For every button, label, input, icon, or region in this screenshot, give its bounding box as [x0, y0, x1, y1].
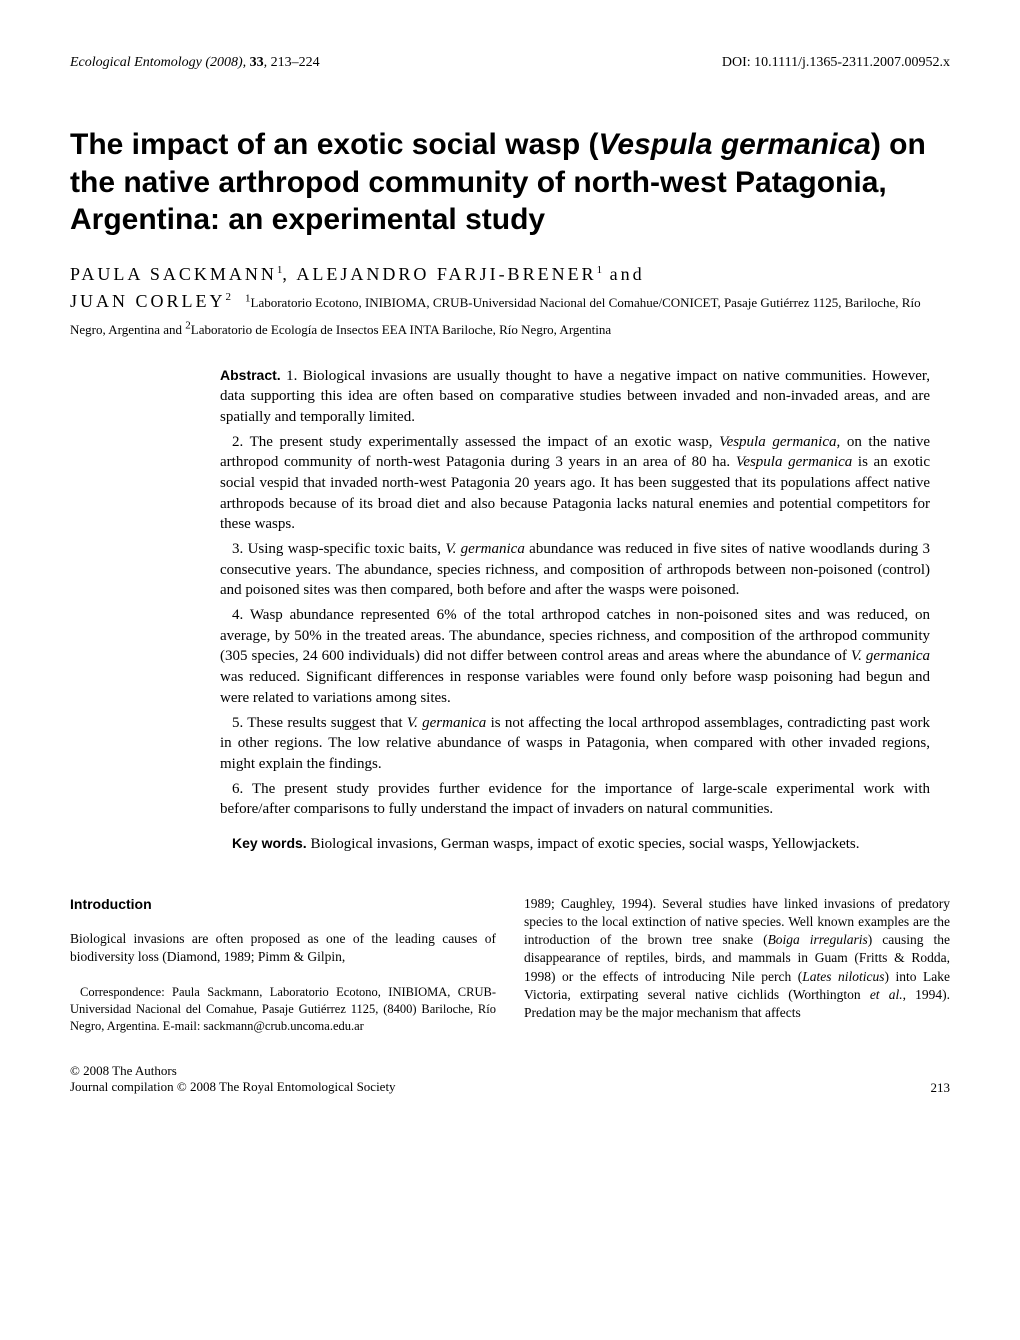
abstract-p5: 5. These results suggest that V. germani… — [220, 713, 930, 775]
left-column: Introduction Biological invasions are of… — [70, 895, 496, 1035]
title-part1: The impact of an exotic social wasp ( — [70, 128, 598, 161]
sep1: , — [282, 264, 296, 284]
journal-volume: 33 — [250, 55, 264, 70]
author-1: PAULA SACKMANN — [70, 264, 277, 284]
running-header: Ecological Entomology (2008), 33, 213–22… — [70, 55, 950, 71]
abstract: Abstract. 1. Biological invasions are us… — [220, 366, 930, 855]
abstract-p2: 2. The present study experimentally asse… — [220, 432, 930, 535]
body-columns: Introduction Biological invasions are of… — [70, 895, 950, 1035]
p4i1: V. germanica — [851, 648, 930, 664]
introduction-heading: Introduction — [70, 895, 496, 914]
correspondence: Correspondence: Paula Sackmann, Laborato… — [70, 984, 496, 1035]
p5i1: V. germanica — [407, 715, 486, 731]
abstract-p3: 3. Using wasp-specific toxic baits, V. g… — [220, 539, 930, 601]
p3a: 3. Using wasp-specific toxic baits, — [232, 541, 445, 557]
ri3: et al. — [870, 987, 903, 1002]
p3i1: V. germanica — [445, 541, 524, 557]
journal-name: Ecological Entomology — [70, 55, 202, 70]
author-3: JUAN CORLEY — [70, 291, 226, 311]
p5a: 5. These results suggest that — [232, 715, 407, 731]
p2a: 2. The present study experimentally asse… — [232, 434, 719, 450]
p4a: 4. Wasp abundance represented 6% of the … — [220, 607, 930, 664]
right-column: 1989; Caughley, 1994). Several studies h… — [524, 895, 950, 1035]
journal-year: (2008) — [205, 55, 242, 70]
keywords-text: Biological invasions, German wasps, impa… — [307, 836, 860, 852]
abstract-p6: 6. The present study provides further ev… — [220, 779, 930, 820]
p2i1: Vespula germanica — [719, 434, 836, 450]
abstract-p1-text: 1. Biological invasions are usually thou… — [220, 368, 930, 425]
author-3-affil: 2 — [226, 291, 232, 303]
article-title: The impact of an exotic social wasp (Ves… — [70, 126, 950, 239]
title-species1: Vespula germanica — [598, 128, 870, 161]
page-number: 213 — [931, 1080, 951, 1096]
page-footer: © 2008 The Authors Journal compilation ©… — [70, 1063, 950, 1097]
author-2: ALEJANDRO FARJI-BRENER — [296, 264, 596, 284]
p4b: was reduced. Significant differences in … — [220, 669, 930, 706]
affil-2: Laboratorio de Ecología de Insectos EEA … — [191, 322, 611, 337]
rightcol-para: 1989; Caughley, 1994). Several studies h… — [524, 895, 950, 1023]
sep2: and — [602, 264, 645, 284]
doi: DOI: 10.1111/j.1365-2311.2007.00952.x — [722, 55, 950, 71]
copyright: © 2008 The Authors Journal compilation ©… — [70, 1063, 396, 1097]
ri2: Lates niloticus — [802, 969, 884, 984]
copyright-line1: © 2008 The Authors — [70, 1063, 396, 1080]
ri1: Boiga irregularis — [768, 932, 868, 947]
keywords: Key words. Biological invasions, German … — [220, 834, 930, 855]
keywords-label: Key words. — [232, 835, 307, 851]
author-list: PAULA SACKMANN1, ALEJANDRO FARJI-BRENER1… — [70, 261, 950, 342]
p2i2: Vespula germanica — [736, 454, 852, 470]
copyright-line2: Journal compilation © 2008 The Royal Ent… — [70, 1079, 396, 1096]
abstract-label: Abstract. — [220, 367, 281, 383]
intro-para: Biological invasions are often proposed … — [70, 930, 496, 966]
journal-pages: 213–224 — [271, 55, 320, 70]
abstract-p1: Abstract. 1. Biological invasions are us… — [220, 366, 930, 428]
abstract-p4: 4. Wasp abundance represented 6% of the … — [220, 605, 930, 708]
journal-citation: Ecological Entomology (2008), 33, 213–22… — [70, 55, 320, 71]
